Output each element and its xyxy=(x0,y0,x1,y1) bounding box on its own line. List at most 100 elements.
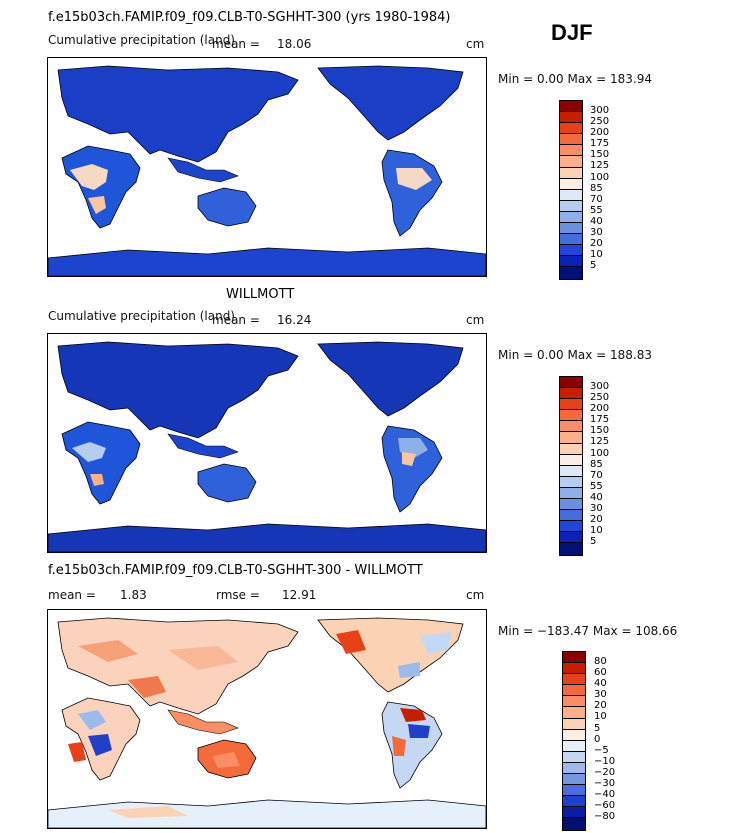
panel3-cb-cell xyxy=(563,807,585,819)
panel1-tick: 30 xyxy=(590,227,603,239)
panel3-tick: −5 xyxy=(594,744,609,756)
panel1-cb-cell xyxy=(560,234,582,246)
panel3-minmax: Min = −183.47 Max = 108.66 xyxy=(498,624,678,638)
map2-south-america xyxy=(381,425,443,513)
panel1-mean-label: mean = xyxy=(212,37,260,51)
panel3-tick: −40 xyxy=(594,789,616,801)
panel3-tick: −80 xyxy=(594,811,616,823)
panel2-tick: 250 xyxy=(590,392,610,404)
map1-eurasia xyxy=(57,65,299,163)
panel2-tick: 30 xyxy=(590,503,603,515)
panel2-cb-cell xyxy=(560,543,582,555)
map1-south-america xyxy=(381,149,443,237)
panel3-tick: 20 xyxy=(594,700,607,712)
panel3-cb-cell xyxy=(563,796,585,808)
panel1-tick: 200 xyxy=(590,127,610,139)
panel3-tick: −60 xyxy=(594,800,616,812)
panel2-cb-cell xyxy=(560,476,582,488)
panel2-tick: 10 xyxy=(590,525,603,537)
panel3-tick: 40 xyxy=(594,678,607,690)
season-label: DJF xyxy=(551,20,593,45)
panel3-rmse-value: 12.91 xyxy=(282,588,317,602)
map3-seasia xyxy=(167,709,239,735)
map3-antarctica xyxy=(48,799,486,828)
panel3-cb-cell xyxy=(563,663,585,675)
panel1-tick: 40 xyxy=(590,215,603,227)
panel1-cb-cell xyxy=(560,101,582,113)
panel2-cb-cell xyxy=(560,487,582,500)
panel2-tick: 200 xyxy=(590,403,610,415)
panel1-tick: 70 xyxy=(590,193,603,205)
panel1-cb-cell xyxy=(560,200,582,212)
panel3-tick: 10 xyxy=(594,711,607,723)
panel3-map xyxy=(47,609,487,829)
panel1-units: cm xyxy=(466,37,485,51)
panel1-cb-cell xyxy=(560,156,582,168)
panel2-tick: 150 xyxy=(590,425,610,437)
panel1-cb-cell xyxy=(560,167,582,179)
panel3-cb-cell xyxy=(563,785,585,797)
panel1-cb-cell xyxy=(560,189,582,201)
panel1-cb-cell xyxy=(560,256,582,268)
panel2-tick: 20 xyxy=(590,514,603,526)
panel1-subtitle: Cumulative precipitation (land) xyxy=(48,33,235,47)
panel1-tick: 150 xyxy=(590,149,610,161)
panel2-tick: 300 xyxy=(590,381,610,392)
map1-africa xyxy=(61,145,141,229)
panel3-cb-cell xyxy=(563,818,585,830)
panel3-cb-cell xyxy=(563,685,585,697)
panel2-cb-cell xyxy=(560,421,582,433)
panel3-cb-cell xyxy=(563,696,585,708)
map1-seasia xyxy=(167,157,239,183)
map2-north-america xyxy=(317,341,464,417)
panel1-colorbar xyxy=(559,100,583,280)
panel3-tick: 5 xyxy=(594,722,601,734)
panel3-tick: 80 xyxy=(594,656,607,667)
panel1-cb-cell xyxy=(560,145,582,157)
map2-africa xyxy=(61,421,141,505)
panel2-cb-cell xyxy=(560,532,582,544)
panel2-cb-cell xyxy=(560,510,582,522)
panel3-colorbar-ticks: 80 60 40 30 20 10 5 0 −5 −10 −20 −30 −40… xyxy=(594,656,615,822)
panel1-minmax: Min = 0.00 Max = 183.94 xyxy=(498,72,652,86)
panel3-cb-cell xyxy=(563,751,585,763)
panel3-units: cm xyxy=(466,588,485,602)
panel3-cb-cell xyxy=(563,674,585,686)
panel3-colorbar xyxy=(562,651,586,831)
panel1-cb-cell xyxy=(560,245,582,257)
panel2-cb-cell xyxy=(560,388,582,400)
panel1-tick: 20 xyxy=(590,238,603,250)
panel2-colorbar-ticks: 300 250 200 175 150 125 100 85 70 55 40 … xyxy=(590,381,609,547)
panel2-title: WILLMOTT xyxy=(226,287,295,302)
panel3-tick: 30 xyxy=(594,689,607,701)
panel3-tick: −30 xyxy=(594,778,616,790)
panel1-cb-cell xyxy=(560,223,582,235)
panel1-tick: 55 xyxy=(590,204,603,216)
panel2-tick: 85 xyxy=(590,458,603,470)
panel3-cb-cell xyxy=(563,774,585,786)
panel2-tick: 55 xyxy=(590,480,603,492)
panel1-tick: 10 xyxy=(590,249,603,261)
panel3-cb-cell xyxy=(563,718,585,730)
panel2-mean-label: mean = xyxy=(212,313,260,327)
panel2-cb-cell xyxy=(560,432,582,444)
map1-australia xyxy=(197,187,257,227)
panel2-units: cm xyxy=(466,313,485,327)
panel2-subtitle: Cumulative precipitation (land) xyxy=(48,309,235,323)
panel1-tick: 175 xyxy=(590,138,610,150)
map2-seasia xyxy=(167,433,239,459)
panel2-map xyxy=(47,333,487,553)
map1-north-america xyxy=(317,65,464,141)
map3-north-america xyxy=(317,617,464,693)
panel1-cb-cell xyxy=(560,134,582,146)
panel3-title: f.e15b03ch.FAMIP.f09_f09.CLB-T0-SGHHT-30… xyxy=(48,563,423,578)
panel1-cb-cell xyxy=(560,112,582,124)
panel1-map-svg xyxy=(48,65,486,276)
panel1-cb-cell xyxy=(560,267,582,279)
panel3-mean-value: 1.83 xyxy=(120,588,147,602)
panel2-cb-cell xyxy=(560,399,582,411)
panel2-minmax: Min = 0.00 Max = 188.83 xyxy=(498,348,652,362)
panel3-cb-cell xyxy=(563,740,585,752)
panel1-cb-cell xyxy=(560,123,582,135)
panel2-tick: 5 xyxy=(590,536,597,548)
